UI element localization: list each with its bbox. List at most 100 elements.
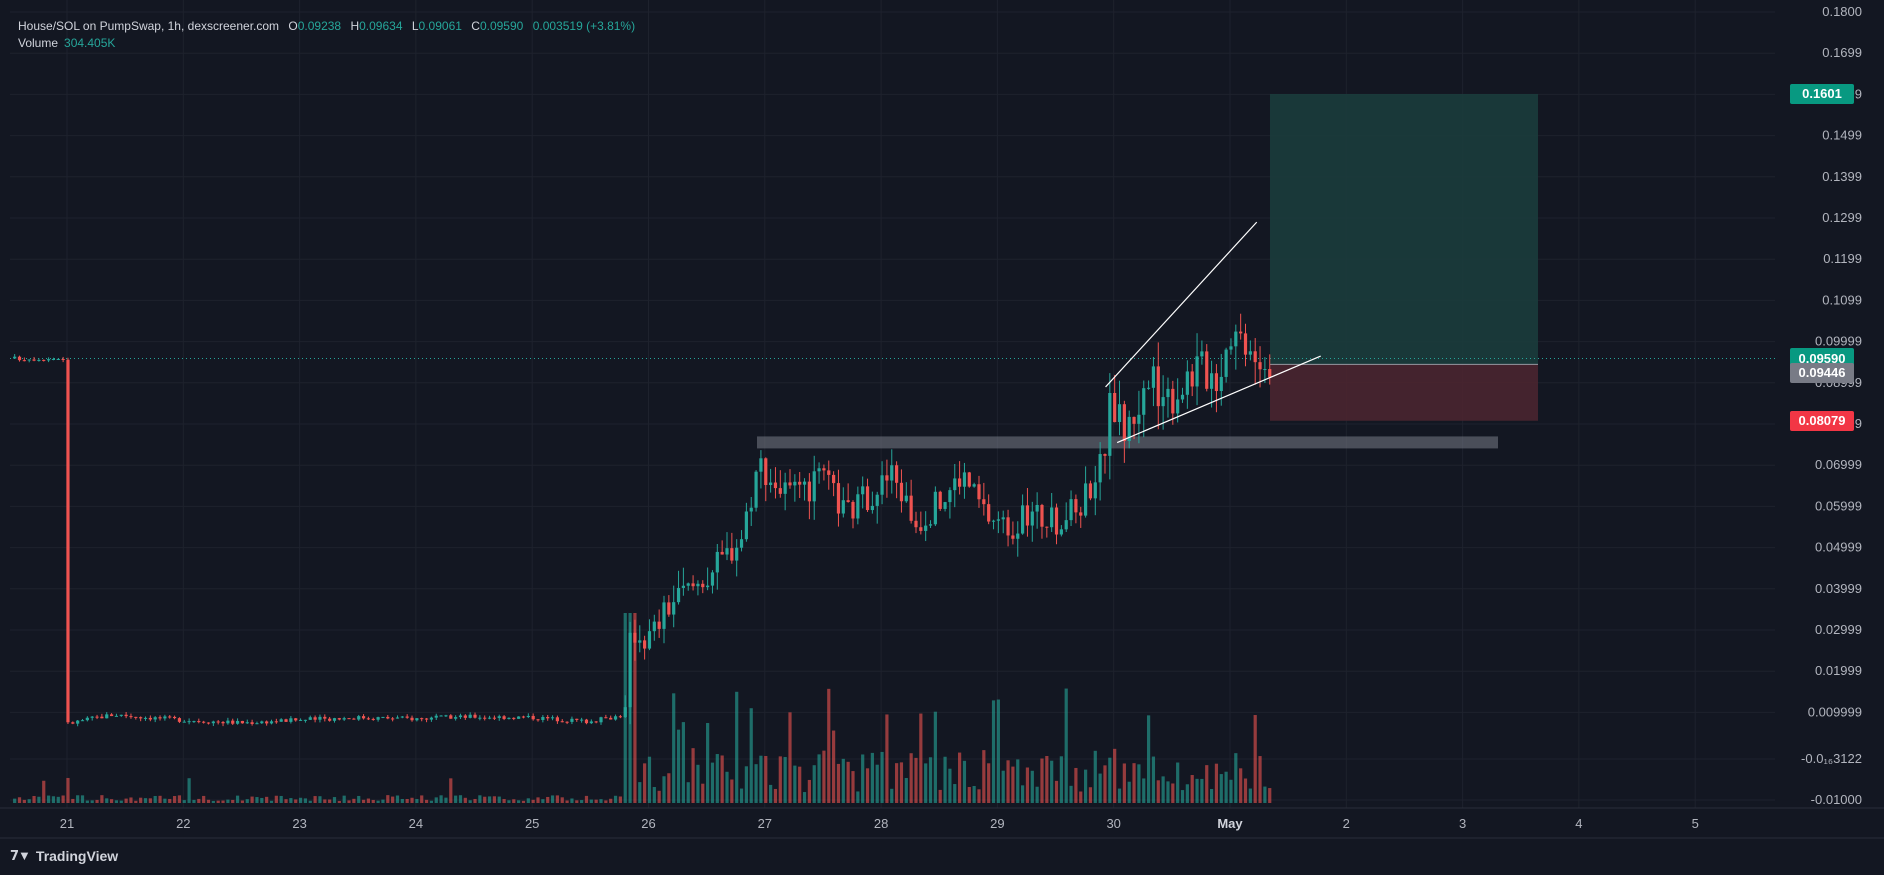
time-axis[interactable]: 21 22 23 24 25 26 27 28 29 30 May 2 3 4 5 <box>60 816 1699 831</box>
candle-body <box>298 719 303 721</box>
volume-bar <box>609 798 613 803</box>
candle-body <box>206 722 211 724</box>
candle-body <box>177 718 182 722</box>
candle-body <box>284 719 288 722</box>
candle-body <box>1161 397 1165 407</box>
candle-body <box>788 482 792 486</box>
candle-body <box>657 621 661 629</box>
candle-body <box>42 359 46 361</box>
volume-bar <box>105 798 109 803</box>
volume-bar <box>386 795 390 803</box>
volume-bar <box>701 783 705 803</box>
volume-bar <box>977 789 981 803</box>
volume-bar <box>517 800 521 803</box>
target-price-badge[interactable]: 0.1601 <box>1790 83 1854 104</box>
volume-bar <box>95 799 99 803</box>
volume-bar <box>686 782 690 803</box>
candle-body <box>265 721 269 724</box>
candle-body <box>119 714 123 716</box>
candle-body <box>303 719 308 721</box>
candle-body <box>584 719 589 724</box>
candle-body <box>1214 373 1219 392</box>
candle-body <box>928 524 933 526</box>
volume-bar <box>749 708 753 803</box>
candle-body <box>497 716 501 718</box>
volume-bar <box>928 757 933 803</box>
candle-body <box>875 494 879 506</box>
tradingview-brand[interactable]: 𝟳▼ TradingView <box>10 848 118 864</box>
volume-bar <box>294 799 298 803</box>
volume-bar <box>492 796 497 803</box>
candle-body <box>1243 333 1248 355</box>
volume-bar <box>1239 768 1243 803</box>
volume-bar <box>458 795 463 803</box>
candle-body <box>599 717 603 723</box>
candle-body <box>618 716 622 718</box>
candle-body <box>22 360 26 362</box>
x-tick-label: 23 <box>292 816 306 831</box>
symbol-label[interactable]: House/SOL on PumpSwap, 1h, dexscreener.c… <box>18 19 280 33</box>
volume-bar <box>129 797 133 803</box>
volume-bar <box>890 788 894 803</box>
candle-body <box>143 717 148 719</box>
volume-value: 304.405K <box>64 36 116 50</box>
volume-bar <box>531 799 535 803</box>
volume-bar <box>42 780 46 803</box>
volume-bar <box>962 760 967 803</box>
x-tick-label: 21 <box>60 816 74 831</box>
volume-bar <box>1200 778 1204 803</box>
volume-bar <box>13 798 17 803</box>
volume-bar <box>347 800 351 803</box>
entry-price-badge[interactable]: 0.09446 <box>1790 362 1854 383</box>
candle-body <box>347 718 351 720</box>
candle-body <box>541 716 545 720</box>
volume-bar <box>967 787 971 803</box>
volume-bars <box>13 613 1272 803</box>
candle-body <box>235 720 240 724</box>
volume-bar <box>429 800 434 803</box>
volume-bar <box>865 768 870 803</box>
volume-bar <box>1083 769 1088 803</box>
volume-bar <box>143 798 148 803</box>
chart-legend: House/SOL on PumpSwap, 1h, dexscreener.c… <box>18 18 635 52</box>
volume-bar <box>958 752 962 803</box>
candle-body <box>255 723 259 725</box>
volume-bar <box>381 799 385 803</box>
volume-bar <box>832 730 836 803</box>
candle-body <box>715 551 719 573</box>
volume-bar <box>109 799 114 803</box>
candle-body <box>1011 535 1015 539</box>
candle-body <box>90 716 94 718</box>
volume-bar <box>1190 775 1194 803</box>
candle-body <box>100 716 104 719</box>
volume-label[interactable]: Volume <box>18 36 59 50</box>
x-tick-label: 2 <box>1343 816 1350 831</box>
candle-body <box>1239 331 1243 334</box>
candle-body <box>502 716 506 719</box>
drawings[interactable] <box>1105 221 1321 444</box>
candle-body <box>328 718 332 721</box>
volume-bar <box>56 796 60 803</box>
y-tick-label: 0.009999 <box>1808 704 1862 719</box>
candle-body <box>560 721 564 723</box>
volume-bar <box>1006 760 1010 803</box>
volume-bar <box>924 763 928 803</box>
volume-bar <box>948 768 952 803</box>
candle-body <box>691 583 695 587</box>
candle-body <box>211 721 215 724</box>
candle-body <box>289 718 293 722</box>
candle-body <box>1142 388 1146 415</box>
volume-bar <box>681 722 685 803</box>
volume-bar <box>715 754 719 803</box>
stop-price-badge[interactable]: 0.08079 <box>1790 410 1854 431</box>
candle-body <box>536 719 540 721</box>
candle-body <box>996 519 1000 521</box>
volume-bar <box>395 795 400 803</box>
candle-body <box>546 716 550 719</box>
candle-body <box>793 481 797 486</box>
candle-body <box>1040 504 1044 527</box>
price-axis[interactable]: 0.18000.16990.15990.14990.13990.12990.11… <box>1801 4 1862 807</box>
open-label: O <box>288 19 298 33</box>
candle-body <box>550 717 555 719</box>
